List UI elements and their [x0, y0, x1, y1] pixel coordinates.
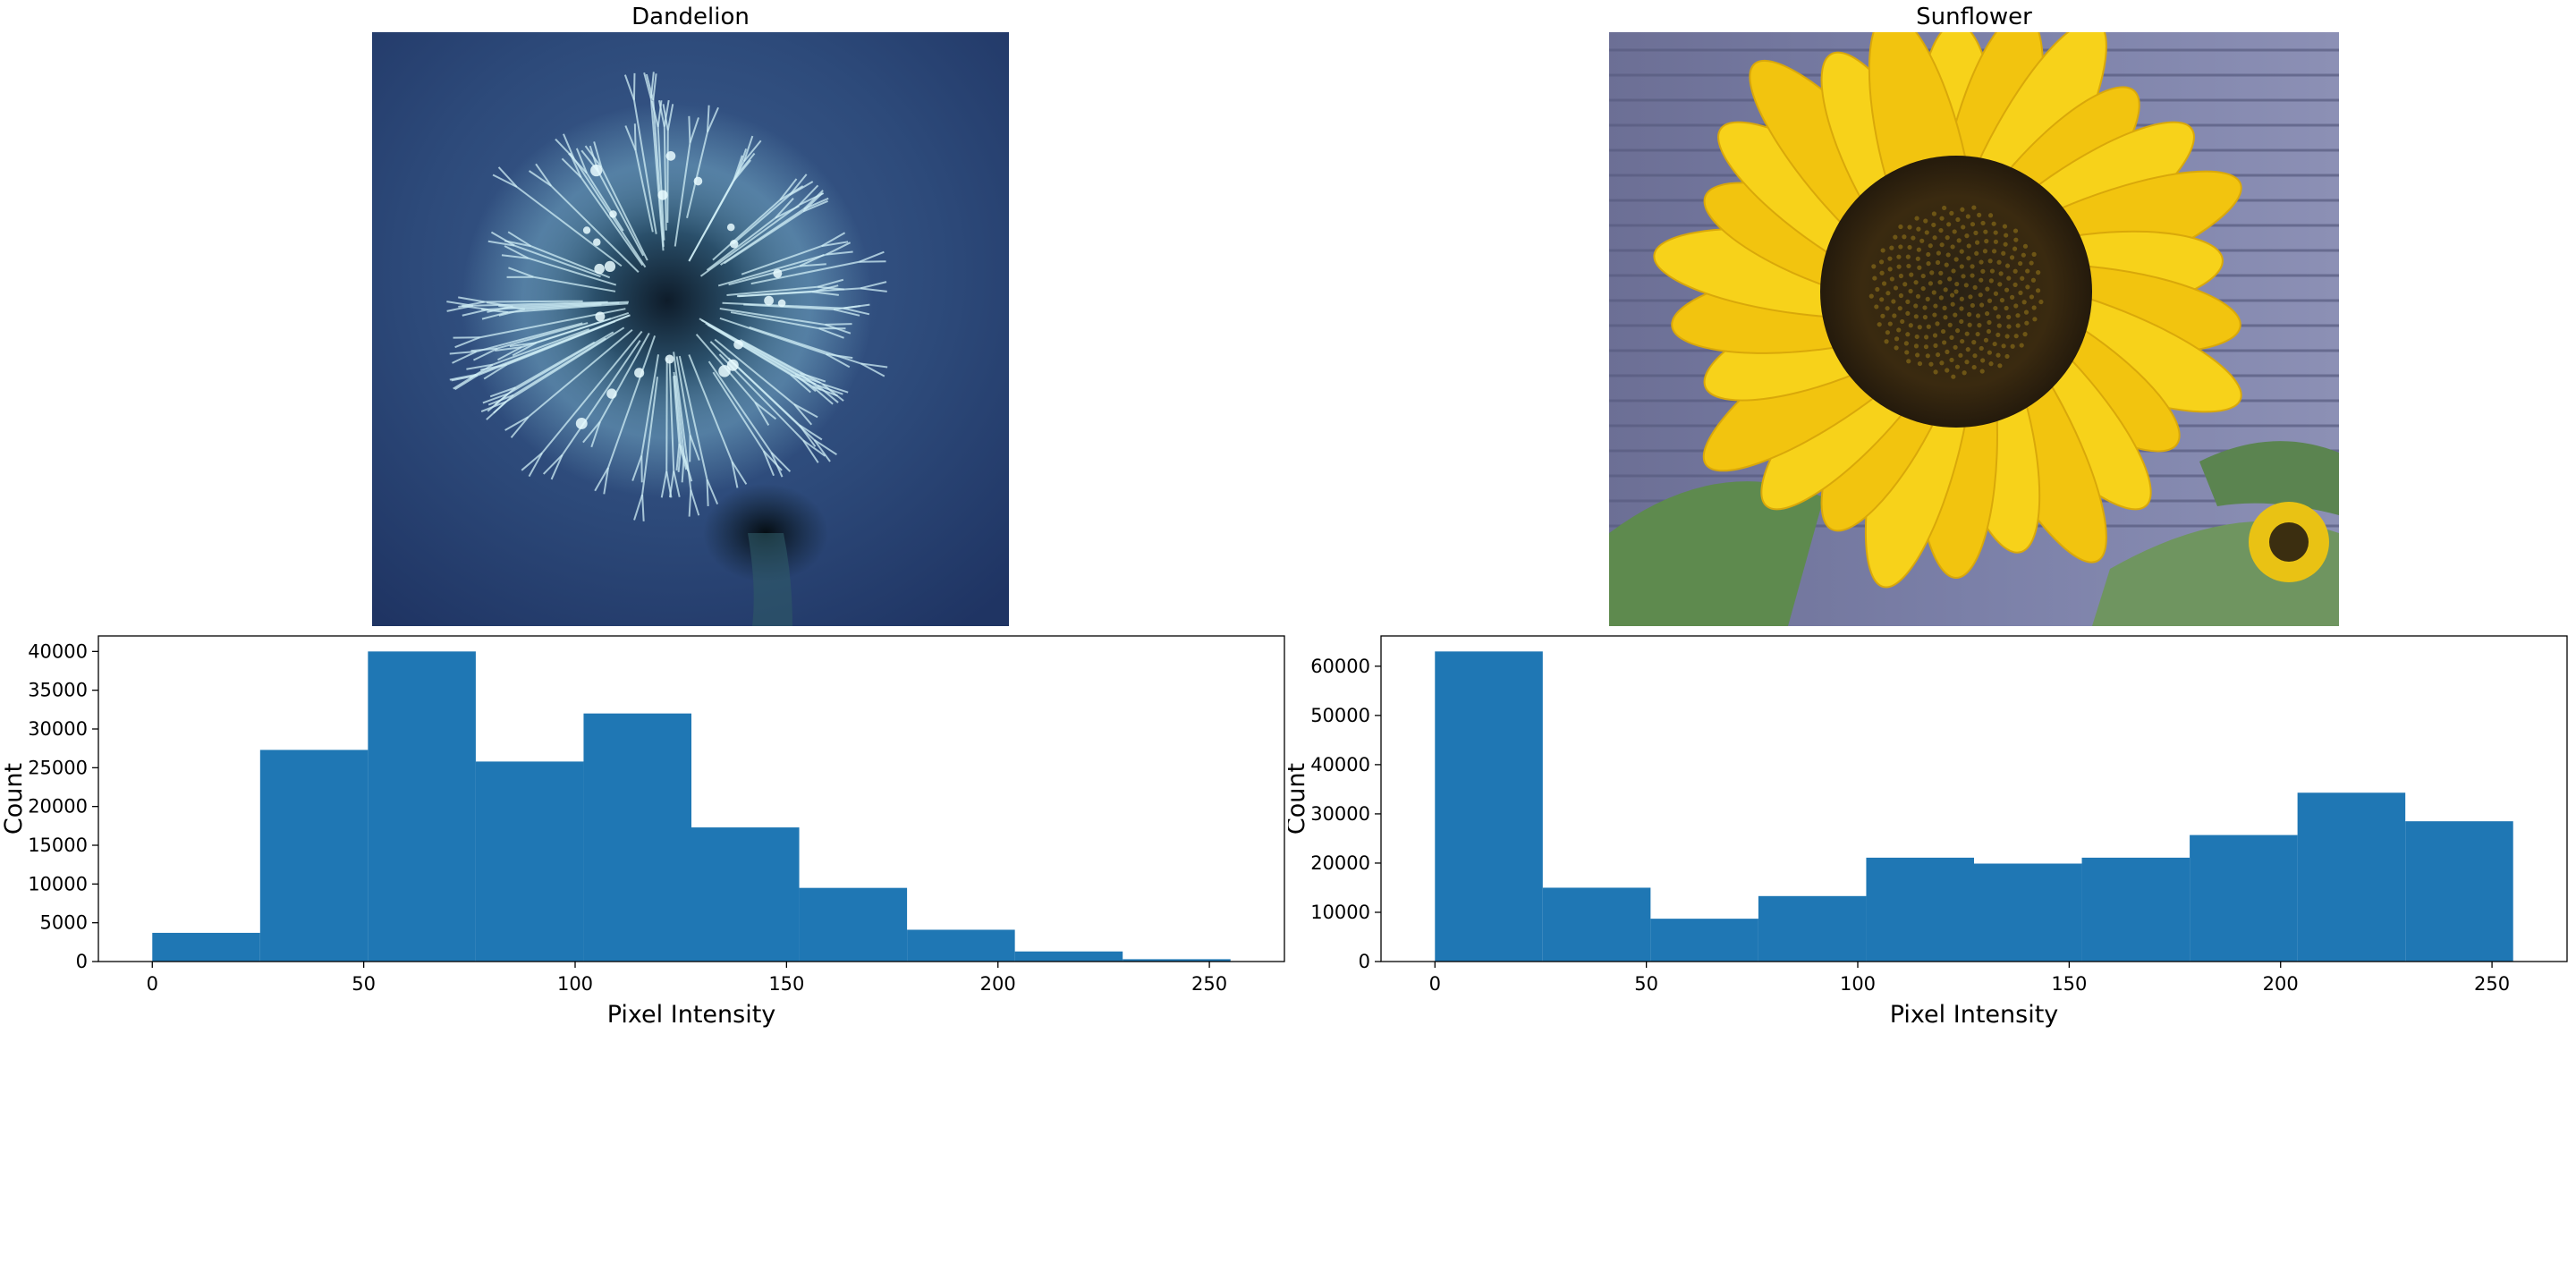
x-tick-label: 0	[147, 973, 158, 995]
bars-group	[152, 651, 1231, 962]
x-tick-label: 150	[2051, 973, 2087, 995]
x-tick-label: 200	[980, 973, 1016, 995]
plot-frame	[1380, 635, 2568, 962]
dandelion-image	[372, 32, 1009, 626]
histogram-bar	[2297, 792, 2406, 962]
y-tick-label: 0	[76, 951, 88, 972]
histogram-bar	[583, 713, 691, 962]
histogram-bar	[475, 761, 584, 962]
y-tick-label: 40000	[28, 640, 88, 662]
histogram-bar	[1123, 959, 1231, 962]
bars-group	[1435, 651, 2513, 962]
y-axis-label: Count	[0, 763, 28, 835]
y-tick-label: 20000	[28, 796, 88, 818]
y-tick-label: 40000	[1310, 754, 1370, 775]
histogram-sunflower: 0 50 100 150 200 250 0 10000 20000 30000 40000 500…	[1288, 635, 2568, 1029]
x-tick-label: 100	[557, 973, 593, 995]
histogram-bar	[2081, 857, 2190, 962]
histogram-bar	[1650, 919, 1758, 962]
x-ticks: 0 50 100 150 200 250	[1429, 962, 2510, 995]
y-axis-label: Count	[1288, 763, 1310, 835]
x-tick-label: 250	[2474, 973, 2510, 995]
sunflower-title: Sunflower	[1916, 4, 2032, 30]
y-tick-label: 30000	[1310, 803, 1370, 825]
y-tick-label: 50000	[1310, 705, 1370, 726]
x-tick-label: 200	[2263, 973, 2299, 995]
y-tick-label: 0	[1359, 951, 1370, 972]
histogram-dandelion: 0 50 100 150 200 250 0 5000 10000 15000 20000 2500…	[0, 635, 1285, 1029]
histogram-bar	[1866, 857, 1974, 962]
histogram-bar	[1014, 951, 1123, 962]
sunflower-image	[1609, 32, 2339, 626]
histogram-bar	[1974, 863, 2082, 962]
histogram-bar	[1758, 895, 1867, 962]
y-tick-label: 20000	[1310, 852, 1370, 874]
y-tick-label: 25000	[28, 757, 88, 778]
x-tick-label: 0	[1429, 973, 1441, 995]
plot-frame	[97, 635, 1285, 962]
sunflower-picture	[1609, 32, 2339, 626]
dandelion-title: Dandelion	[631, 4, 750, 30]
histogram-bar	[368, 651, 476, 962]
histogram-bar	[152, 932, 260, 962]
x-ticks: 0 50 100 150 200 250	[147, 962, 1227, 995]
x-tick-label: 150	[768, 973, 804, 995]
x-tick-label: 250	[1191, 973, 1227, 995]
histogram-bar	[907, 929, 1015, 962]
histogram-bar	[691, 827, 800, 962]
y-tick-label: 60000	[1310, 656, 1370, 677]
y-tick-label: 5000	[40, 912, 88, 934]
y-tick-label: 15000	[28, 835, 88, 856]
histogram-bar	[1435, 651, 1543, 962]
y-tick-label: 35000	[28, 680, 88, 701]
histogram-bar	[259, 750, 369, 962]
x-axis-label: Pixel Intensity	[1890, 1001, 2059, 1029]
y-tick-label: 10000	[28, 873, 88, 894]
x-tick-label: 50	[1634, 973, 1658, 995]
histogram-bar	[799, 887, 908, 962]
dandelion-picture	[372, 32, 1009, 626]
x-axis-label: Pixel Intensity	[607, 1001, 776, 1029]
histogram-bar	[1542, 887, 1651, 962]
y-ticks: 0 5000 10000 15000 20000 25000 30000 35000 40000	[28, 640, 98, 972]
x-tick-label: 50	[352, 973, 376, 995]
y-ticks: 0 10000 20000 30000 40000 50000 60000	[1310, 656, 1381, 972]
histogram-bar	[2190, 835, 2298, 962]
y-tick-label: 10000	[1310, 902, 1370, 923]
histogram-bar	[2405, 821, 2513, 962]
x-tick-label: 100	[1840, 973, 1876, 995]
y-tick-label: 30000	[28, 718, 88, 740]
